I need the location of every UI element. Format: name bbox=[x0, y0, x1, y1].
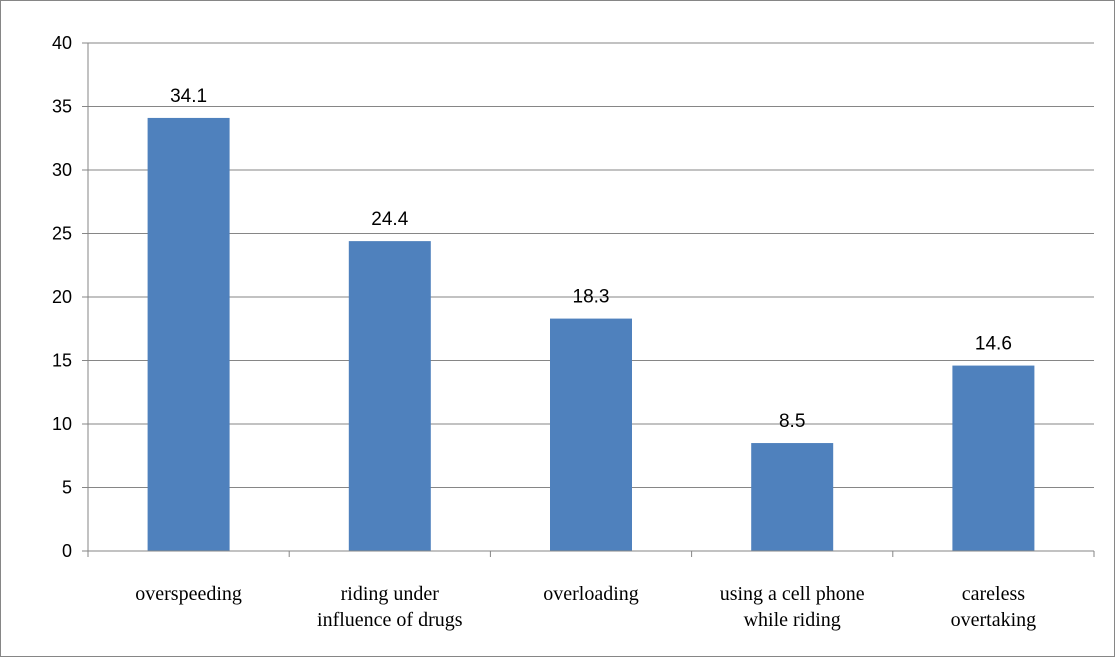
x-category-label-line: riding under bbox=[341, 583, 440, 605]
x-category-label: riding under influence of drugs bbox=[317, 583, 463, 631]
data-label: 24.4 bbox=[371, 209, 408, 230]
x-category-label: careless overtaking bbox=[951, 583, 1037, 631]
bars bbox=[147, 117, 1035, 552]
y-tick-label: 20 bbox=[52, 287, 72, 307]
data-label: 14.6 bbox=[975, 334, 1012, 355]
bar bbox=[952, 365, 1035, 551]
y-tick-label: 30 bbox=[52, 160, 72, 180]
y-tick-label: 40 bbox=[52, 33, 72, 53]
x-category-label-line: overtaking bbox=[951, 609, 1037, 631]
x-category-label: using a cell phone while riding bbox=[720, 583, 865, 631]
y-tick-label: 0 bbox=[62, 541, 72, 561]
x-category-label: overspeeding bbox=[135, 583, 242, 605]
bar bbox=[550, 318, 632, 551]
y-tick-label: 35 bbox=[52, 97, 72, 117]
x-category-label-line: using a cell phone bbox=[720, 583, 865, 605]
data-label: 18.3 bbox=[573, 287, 610, 308]
x-category-label-line: careless bbox=[962, 583, 1026, 605]
x-category-label-line: while riding bbox=[744, 609, 841, 631]
bar bbox=[348, 241, 431, 551]
data-label: 8.5 bbox=[779, 411, 805, 432]
data-label: 34.1 bbox=[170, 86, 207, 107]
labels: 0 5 10 15 20 25 30 35 40 34.1 overspeeding 24.4 ridi… bbox=[52, 33, 1036, 631]
bar bbox=[751, 443, 834, 551]
bar bbox=[147, 117, 230, 552]
axes bbox=[82, 42, 1095, 557]
y-tick-label: 15 bbox=[52, 351, 72, 371]
y-tick-label: 10 bbox=[52, 414, 72, 434]
y-tick-label: 5 bbox=[62, 478, 72, 498]
x-category-label-line: overloading bbox=[543, 583, 639, 605]
x-category-label: overloading bbox=[543, 583, 639, 605]
x-category-label-line: overspeeding bbox=[135, 583, 242, 605]
x-category-label-line: influence of drugs bbox=[317, 609, 463, 631]
y-tick-label: 25 bbox=[52, 224, 72, 244]
